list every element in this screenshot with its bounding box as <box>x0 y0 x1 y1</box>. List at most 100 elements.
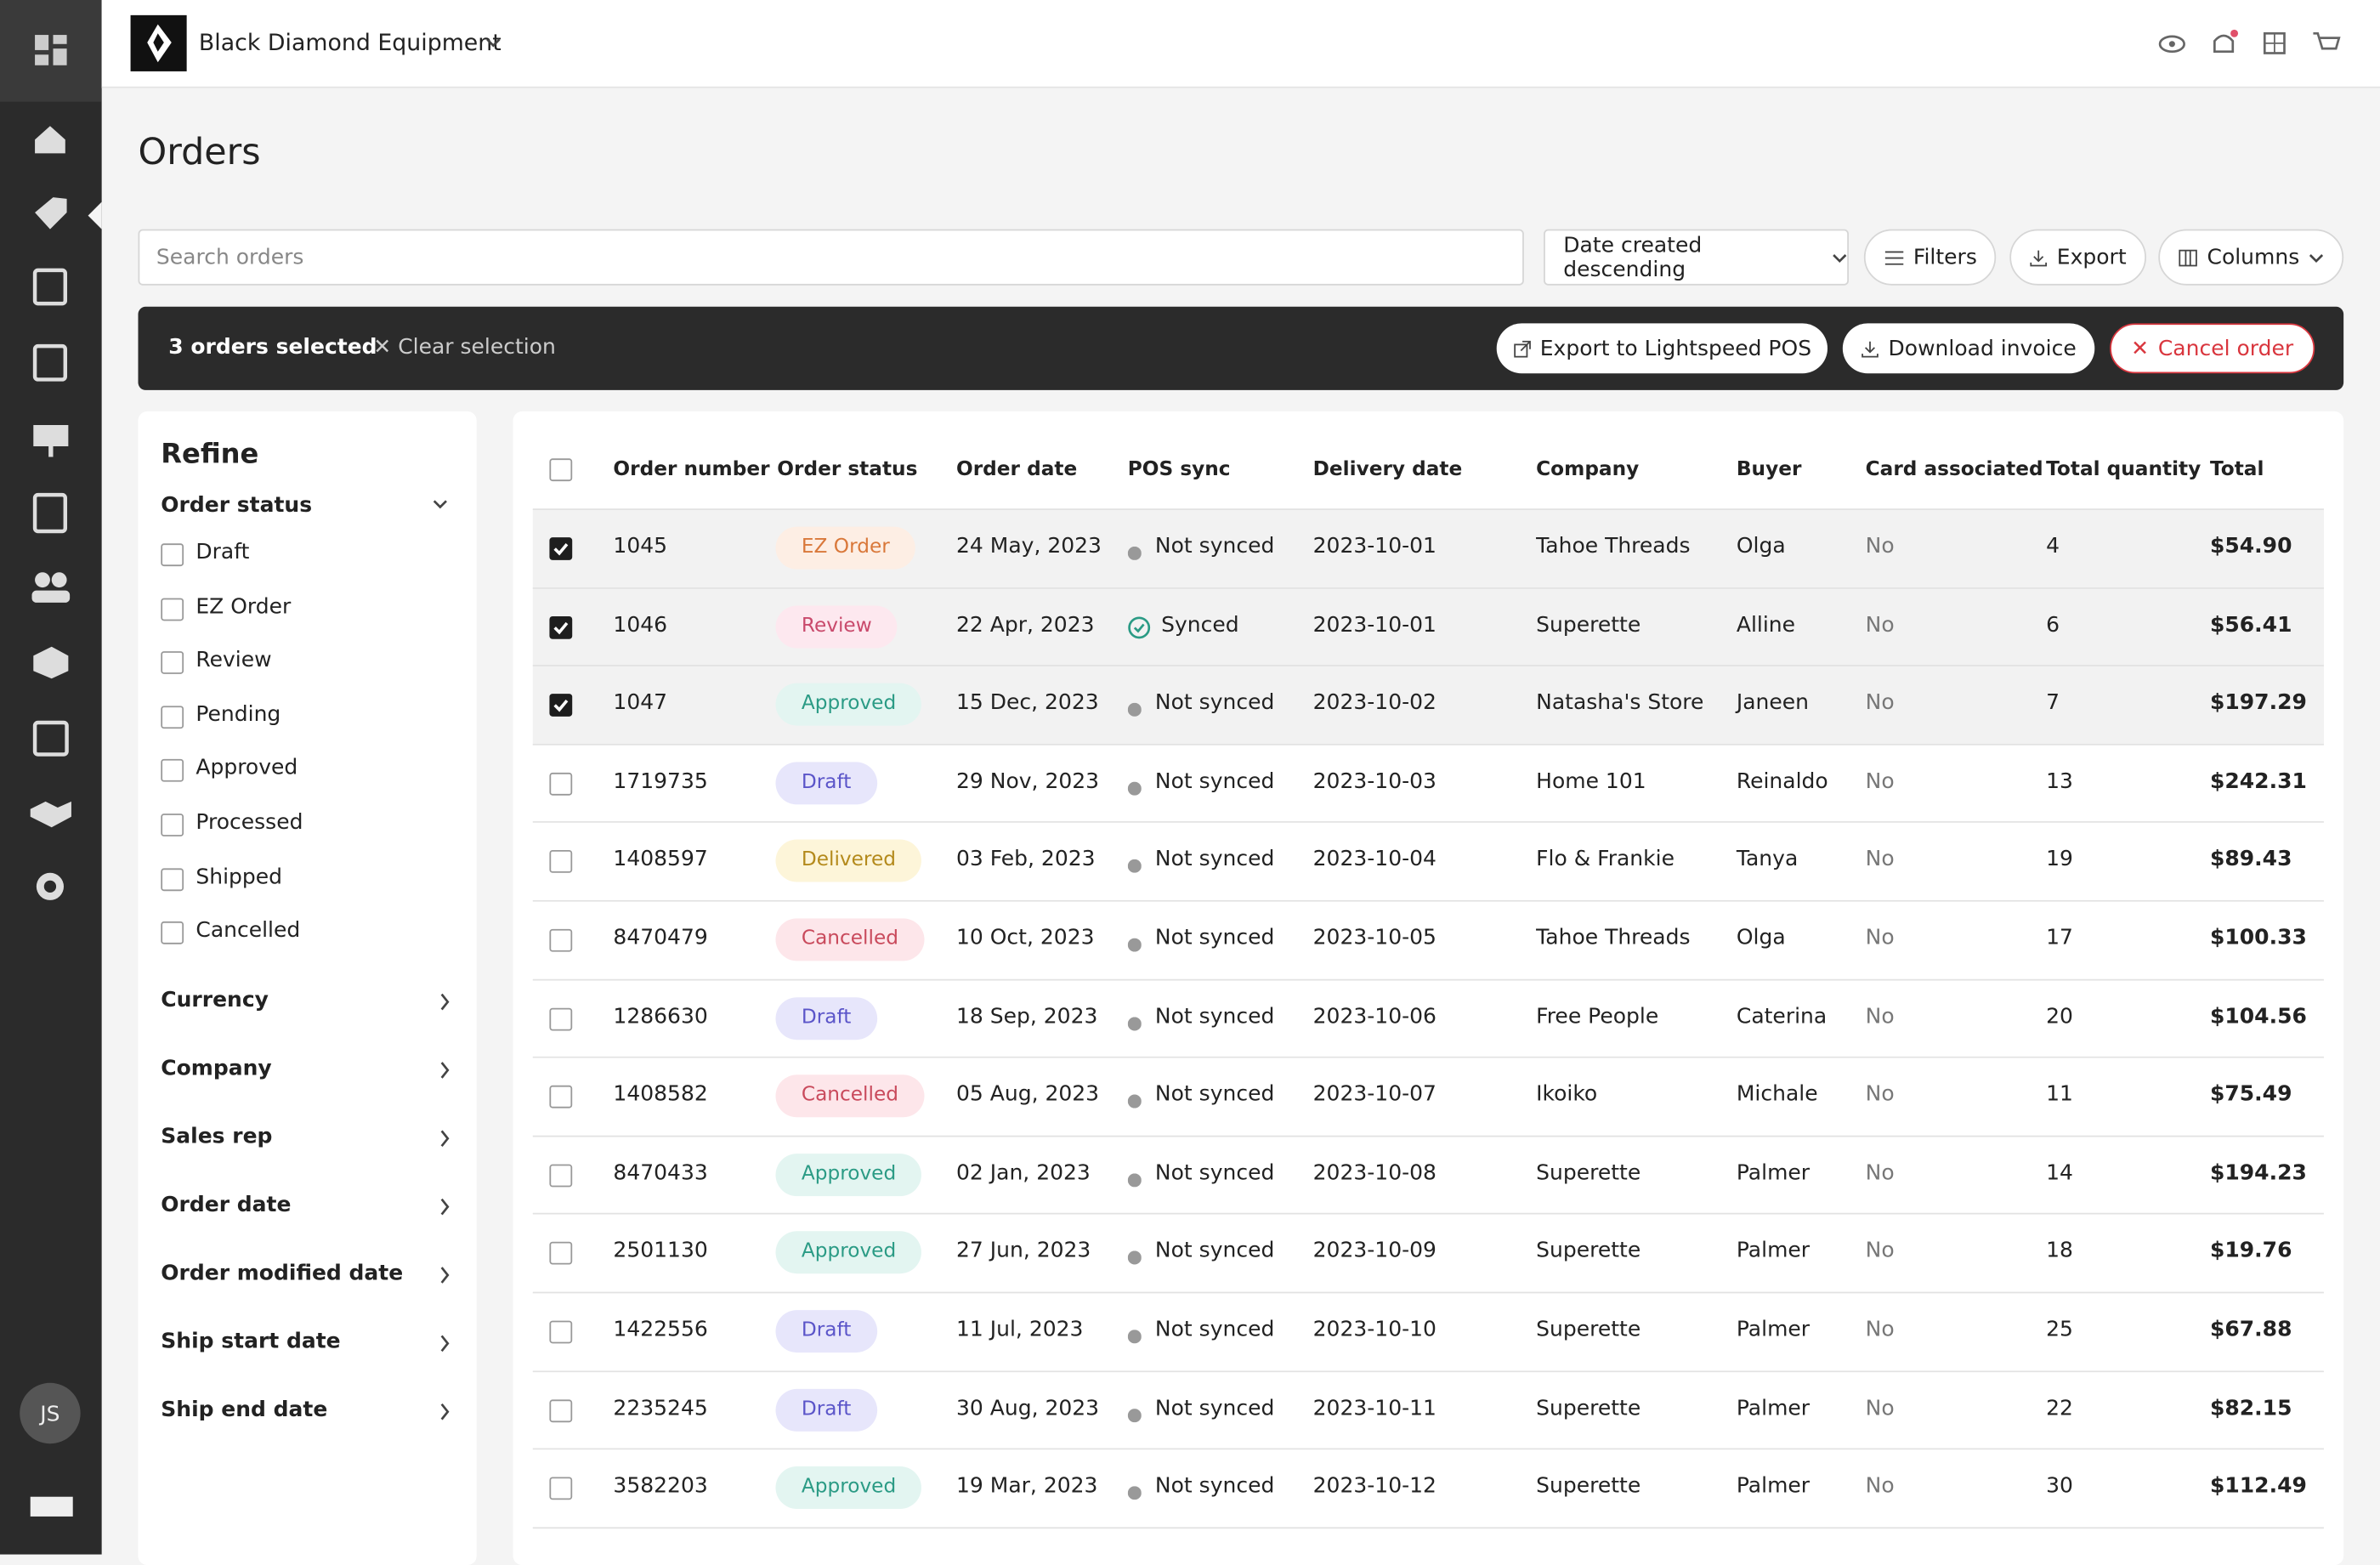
column-header[interactable]: Card associated <box>1865 458 2043 482</box>
sort-label: Date created descending <box>1563 233 1703 282</box>
row-checkbox[interactable] <box>549 850 573 874</box>
status-option[interactable]: Cancelled <box>196 918 301 944</box>
table-row[interactable]: 1286630 Draft 18 Sep, 2023 Not synced 2023-1… <box>532 979 2324 1058</box>
brand-name[interactable]: Black Diamond Equipment <box>198 28 502 57</box>
table-cell: No <box>1865 1396 1895 1420</box>
status-checkbox[interactable] <box>161 651 184 675</box>
status-checkbox[interactable] <box>161 759 184 783</box>
table-cell: No <box>1865 690 1895 716</box>
refine-section[interactable]: Company <box>161 1057 456 1087</box>
table-cell: Superette <box>1536 1474 1641 1499</box>
status-option[interactable]: Draft <box>196 540 250 565</box>
table-cell: 2023-10-08 <box>1312 1160 1436 1186</box>
table-cell: 2023-10-05 <box>1312 926 1436 950</box>
row-checkbox[interactable] <box>549 772 573 796</box>
row-checkbox[interactable] <box>549 615 573 639</box>
status-badge: Cancelled <box>775 1075 925 1118</box>
status-option[interactable]: Pending <box>196 702 281 727</box>
column-header[interactable]: Order date <box>955 458 1078 482</box>
status-checkbox[interactable] <box>161 921 184 945</box>
cancel-order-button[interactable]: ✕ Cancel order <box>2110 323 2315 374</box>
table-cell: Janeen <box>1736 690 1810 716</box>
status-checkbox[interactable] <box>161 597 184 621</box>
row-checkbox[interactable] <box>549 1477 573 1500</box>
status-option[interactable]: Approved <box>196 756 298 781</box>
column-header[interactable]: Order number <box>613 458 770 482</box>
table-row[interactable]: 2501130 Approved 27 Jun, 2023 Not synced 202… <box>532 1215 2324 1294</box>
status-option[interactable]: Shipped <box>196 865 283 889</box>
header-icons[interactable] <box>2150 27 2363 60</box>
row-checkbox[interactable] <box>549 1320 573 1344</box>
avatar[interactable]: JS <box>38 1401 60 1426</box>
table-row[interactable]: 3582203 Approved 19 Mar, 2023 Not synced 202… <box>532 1449 2324 1528</box>
collapse-caret[interactable] <box>433 498 448 510</box>
table-cell: 2023-10-07 <box>1312 1082 1436 1108</box>
table-row[interactable]: 8470479 Cancelled 10 Oct, 2023 Not synced 20… <box>532 901 2324 980</box>
pos-sync: Not synced <box>1154 848 1275 872</box>
table-row[interactable]: 2235245 Draft 30 Aug, 2023 Not synced 2023-1… <box>532 1371 2324 1450</box>
row-checkbox[interactable] <box>549 1006 573 1030</box>
search-input[interactable]: Search orders <box>138 229 1524 286</box>
table-cell: 24 May, 2023 <box>955 534 1102 559</box>
status-checkbox[interactable] <box>161 543 184 567</box>
table-row[interactable]: 8470433 Approved 02 Jan, 2023 Not synced 202… <box>532 1137 2324 1216</box>
table-cell: No <box>1865 1239 1895 1264</box>
column-header[interactable]: Order status <box>777 458 918 482</box>
refine-section[interactable]: Order modified date <box>161 1262 456 1292</box>
row-checkbox[interactable] <box>549 1398 573 1422</box>
clear-selection[interactable]: ✕ Clear selection <box>373 336 556 360</box>
refine-section[interactable]: Ship end date <box>161 1398 456 1429</box>
table-row[interactable]: 1045 EZ Order 24 May, 2023 Not synced 2023-1… <box>532 509 2324 589</box>
table-cell: 1286630 <box>613 1004 708 1029</box>
row-checkbox[interactable] <box>549 1242 573 1266</box>
column-header[interactable]: Buyer <box>1736 458 1802 482</box>
table-row[interactable]: 1047 Approved 15 Dec, 2023 Not synced 2023-1… <box>532 666 2324 746</box>
table-cell: $82.15 <box>2209 1396 2292 1420</box>
status-checkbox[interactable] <box>161 814 184 836</box>
column-header[interactable]: Delivery date <box>1312 458 1463 482</box>
column-header[interactable]: POS sync <box>1127 458 1231 482</box>
order-status-heading[interactable]: Order status <box>161 493 313 518</box>
status-option[interactable]: Review <box>196 648 272 673</box>
download-invoice-button[interactable]: Download invoice <box>1842 323 2095 374</box>
status-checkbox[interactable] <box>161 867 184 891</box>
select-all-checkbox[interactable] <box>549 458 573 482</box>
column-header[interactable]: Total quantity <box>2046 458 2202 482</box>
table-row[interactable]: 1046 Review 22 Apr, 2023 Synced 2023-10-01 Su… <box>532 588 2324 667</box>
column-header[interactable]: Total <box>2209 458 2264 482</box>
table-cell: Palmer <box>1736 1160 1810 1186</box>
row-checkbox[interactable] <box>549 1164 573 1188</box>
table-cell: No <box>1865 848 1895 872</box>
sort-dropdown[interactable]: Date created descending <box>1544 229 1849 286</box>
table-cell: 11 <box>2046 1082 2073 1108</box>
export-button[interactable]: Export <box>2009 229 2146 286</box>
status-checkbox[interactable] <box>161 705 184 729</box>
brand-logo[interactable] <box>130 14 187 71</box>
row-checkbox[interactable] <box>549 928 573 952</box>
table-row[interactable]: 1408597 Delivered 03 Feb, 2023 Not synced 20… <box>532 823 2324 902</box>
column-header[interactable]: Company <box>1536 458 1640 482</box>
table-row[interactable]: 1422556 Draft 11 Jul, 2023 Not synced 2023-1… <box>532 1293 2324 1372</box>
table-cell: 30 <box>2046 1474 2073 1499</box>
clear-label: Clear selection <box>398 335 556 360</box>
row-checkbox[interactable] <box>549 694 573 717</box>
columns-button[interactable]: Columns <box>2158 229 2344 286</box>
expand-caret <box>439 1403 450 1427</box>
export-pos-button[interactable]: Export to Lightspeed POS <box>1496 323 1828 374</box>
row-checkbox[interactable] <box>549 537 573 560</box>
refine-section[interactable]: Ship start date <box>161 1330 456 1360</box>
table-cell: Michale <box>1736 1082 1818 1108</box>
status-option[interactable]: Processed <box>196 810 303 836</box>
filters-label: Filters <box>1912 245 1977 269</box>
status-option[interactable]: EZ Order <box>196 594 292 619</box>
table-row[interactable]: 1408582 Cancelled 05 Aug, 2023 Not synced 20… <box>532 1058 2324 1137</box>
table-cell: 19 Mar, 2023 <box>955 1474 1098 1499</box>
refine-section[interactable]: Currency <box>161 988 456 1018</box>
table-row[interactable]: 1719735 Draft 29 Nov, 2023 Not synced 2023-1… <box>532 745 2324 824</box>
refine-section[interactable]: Order date <box>161 1194 456 1224</box>
table-cell: 2023-10-04 <box>1312 848 1436 872</box>
row-checkbox[interactable] <box>549 1086 573 1109</box>
filters-button[interactable]: Filters <box>1863 229 1997 286</box>
refine-section[interactable]: Sales rep <box>161 1125 456 1155</box>
expand-caret <box>439 1198 450 1222</box>
